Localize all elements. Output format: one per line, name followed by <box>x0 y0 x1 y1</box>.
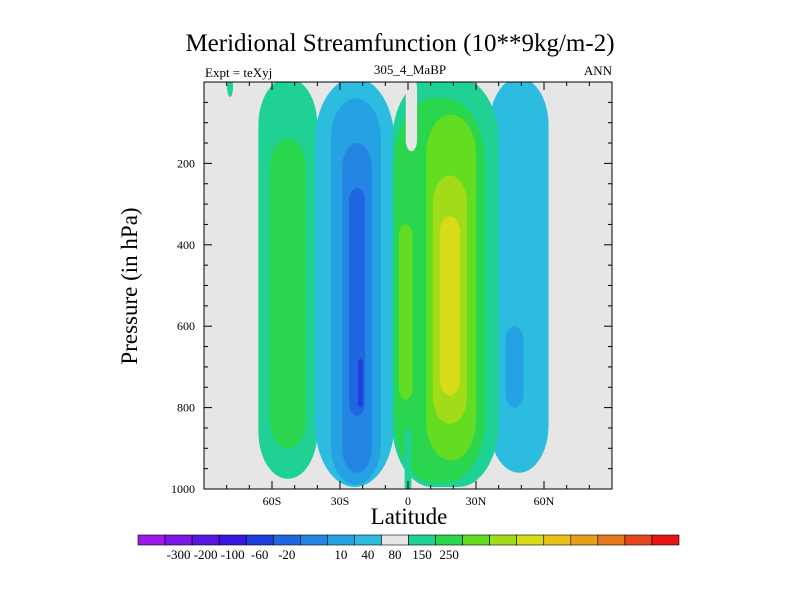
contour-southern-hadley-core <box>349 187 365 416</box>
gap-equator-bottom <box>404 427 412 489</box>
colorbar-swatch <box>489 534 517 546</box>
colorbar-label: 250 <box>439 547 459 562</box>
colorbar-label: -200 <box>194 547 218 562</box>
colorbar-swatch <box>272 534 301 546</box>
colorbar-swatch <box>570 534 599 546</box>
contour-southern-hadley-peak <box>358 358 363 408</box>
colorbar-swatch <box>137 534 166 546</box>
chart-title: Meridional Streamfunction (10**9kg/m-2) <box>185 30 615 57</box>
x-tick-label: 30N <box>466 494 487 508</box>
y-axis: 200 400 600 800 1000 <box>171 101 612 496</box>
contour-northern-ferrel-core <box>505 326 524 408</box>
contour-equatorial-peak <box>439 216 461 396</box>
x-axis: 60S 30S 0 30N 60N <box>226 82 590 508</box>
colorbar-label: 40 <box>361 547 374 562</box>
x-tick-label: 30S <box>331 494 350 508</box>
y-tick-label: 400 <box>177 238 195 252</box>
experiment-label: Expt = teXyj <box>205 65 273 80</box>
colorbar-swatch <box>299 534 328 546</box>
contour-polar-blob <box>227 82 234 97</box>
y-tick-label: 200 <box>177 156 195 170</box>
colorbar-swatch <box>218 534 247 546</box>
colorbar-swatch <box>381 534 409 546</box>
colorbar-label: -300 <box>167 547 191 562</box>
colorbar-swatch <box>435 534 463 546</box>
contour-southern-ferrel-core <box>269 138 306 449</box>
colorbar-label: 10 <box>334 547 347 562</box>
season-label: ANN <box>583 63 612 78</box>
contour-equatorial-left-lobe <box>398 224 413 400</box>
colorbar-swatch <box>624 534 653 546</box>
colorbar-swatch <box>516 534 545 546</box>
colorbar-label: -20 <box>278 547 295 562</box>
colorbar-label: 150 <box>412 547 432 562</box>
colorbar-swatch <box>543 534 572 546</box>
gap-near-equator-top <box>405 82 418 152</box>
colorbar-swatch <box>651 534 680 546</box>
colorbar-swatch <box>597 534 626 546</box>
contour-northern-ferrel-outer <box>489 82 549 473</box>
colorbar-swatch <box>408 534 436 546</box>
colorbar-label: -100 <box>221 547 245 562</box>
x-tick-label: 60N <box>534 494 555 508</box>
colorbar-label: -60 <box>251 547 268 562</box>
colorbar-swatch <box>245 534 274 546</box>
colorbar-swatch <box>327 534 355 546</box>
contour-fills <box>227 82 549 489</box>
x-axis-label: Latitude <box>370 504 448 529</box>
colorbar: -300 -200 -100 -60 -20 10 40 80 150 250 <box>137 534 680 562</box>
y-tick-label: 600 <box>177 319 195 333</box>
colorbar-swatch <box>462 534 490 546</box>
colorbar-swatch <box>354 534 382 546</box>
x-tick-label: 60S <box>263 494 282 508</box>
colorbar-label: 80 <box>388 547 401 562</box>
case-label: 305_4_MaBP <box>373 62 447 77</box>
y-tick-label: 1000 <box>171 482 195 496</box>
plot-area <box>204 82 612 489</box>
x-tick-label: 0 <box>405 494 411 508</box>
colorbar-swatch <box>164 534 193 546</box>
y-tick-label: 800 <box>177 401 195 415</box>
colorbar-swatch <box>191 534 220 546</box>
